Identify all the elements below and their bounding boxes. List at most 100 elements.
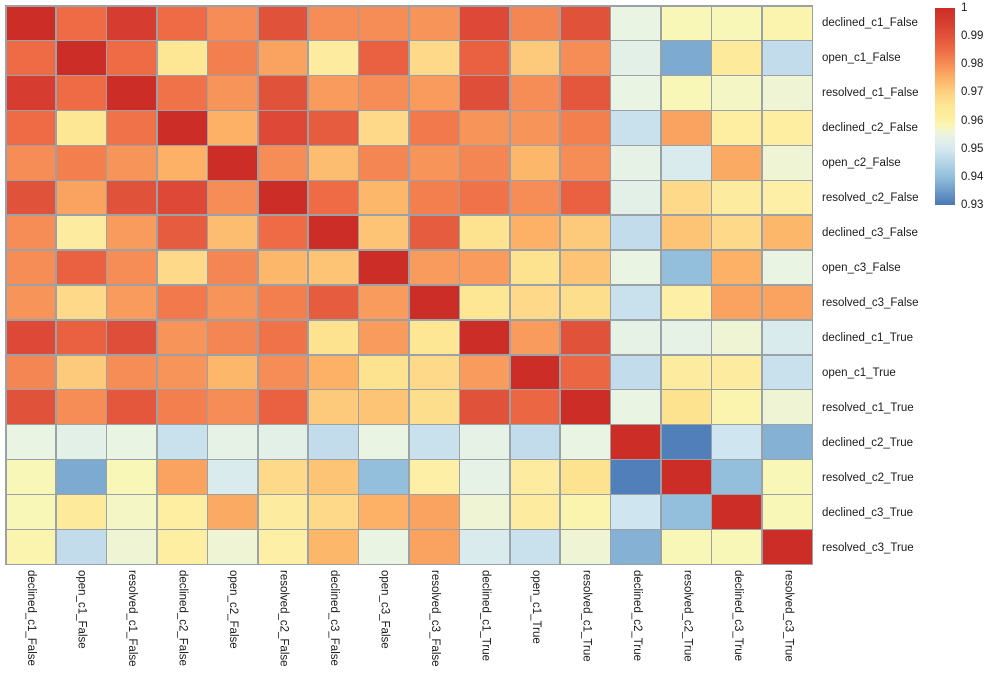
heatmap-cell [510,6,560,40]
row-label: resolved_c1_True [822,401,914,414]
row-label: open_c1_False [822,51,901,64]
heatmap-cell [460,495,510,529]
heatmap-cell [460,355,510,389]
heatmap-cell [460,215,510,250]
heatmap-cell [611,495,661,529]
heatmap-cell [56,76,106,110]
heatmap-cell [560,495,610,529]
column-label: resolved_c2_False [258,570,309,687]
heatmap-cell [157,6,207,40]
heatmap-cell [6,250,56,285]
heatmap-cell [611,460,661,494]
heatmap-cell [56,146,106,180]
colorbar-tick: 0.96 [961,114,984,127]
heatmap-cell [409,181,459,215]
heatmap-cell [611,41,661,75]
heatmap-cell [157,76,207,110]
heatmap-cell [460,460,510,494]
heatmap-cell [611,355,661,389]
heatmap-cell [560,6,610,40]
heatmap-cell [208,76,258,110]
heatmap-cell [560,215,610,250]
heatmap-cell [157,215,207,250]
heatmap-cell [560,460,610,494]
column-label-text: declined_c3_False [328,570,340,666]
row-label: declined_c3_False [822,226,918,239]
heatmap-cell [611,530,661,564]
heatmap-cell [107,285,157,320]
colorbar-tick-labels: 1 0.99 0.98 0.97 0.96 0.95 0.94 0.93 [961,0,984,220]
heatmap-cell [712,530,762,564]
column-label-text: resolved_c2_False [277,570,290,667]
heatmap-cell [409,250,459,285]
heatmap-cell [409,320,459,355]
row-label: open_c1_True [822,366,896,379]
heatmap-cell [762,215,812,250]
heatmap-cell [208,250,258,285]
column-label: declined_c1_False [5,570,56,687]
heatmap-cell [460,390,510,424]
heatmap-cell [712,390,762,424]
column-label-text: declined_c2_False [176,570,189,666]
row-label: resolved_c2_True [822,471,914,484]
heatmap-cell [308,146,358,180]
heatmap-cell [409,215,459,250]
heatmap-cell [611,76,661,110]
heatmap-cell [107,6,157,40]
heatmap-cell [56,495,106,529]
heatmap-cell [107,495,157,529]
heatmap-cell [258,425,308,459]
colorbar-tick: 0.99 [961,30,984,43]
heatmap-cell [359,215,409,250]
row-labels: declined_c1_False open_c1_False resolved_c… [822,5,952,565]
row-label: open_c3_False [822,261,901,274]
heatmap-cell [308,355,358,389]
heatmap-cell [6,320,56,355]
column-label-text: resolved_c1_False [126,570,138,667]
colorbar-tick: 0.97 [961,86,984,99]
heatmap-cell [611,425,661,459]
heatmap-cell [208,6,258,40]
heatmap-cell [157,390,207,424]
heatmap-cell [409,460,459,494]
heatmap-cell [560,181,610,215]
row-label: declined_c1_False [822,16,918,29]
heatmap-cell [107,41,157,75]
heatmap-cell [6,530,56,564]
heatmap-cell [107,460,157,494]
column-label-text: resolved_c3_False [429,570,441,667]
heatmap-cell [560,390,610,424]
row-label: declined_c3_True [822,506,913,519]
heatmap-cell [258,6,308,40]
heatmap-cell [611,6,661,40]
heatmap-cell [208,495,258,529]
heatmap-cell [460,285,510,320]
column-label-text: open_c2_False [227,570,239,649]
heatmap-cell [762,146,812,180]
heatmap-cell [56,111,106,145]
heatmap-cell [409,146,459,180]
column-label-text: declined_c2_True [631,570,643,661]
column-label-text: resolved_c2_True [681,570,694,662]
column-label: open_c2_False [207,570,258,687]
heatmap-cell [661,390,711,424]
heatmap-cell [560,530,610,564]
heatmap-cell [409,41,459,75]
heatmap-cell [661,181,711,215]
column-label: declined_c3_False [308,570,359,687]
heatmap-cell [157,146,207,180]
heatmap-cell [258,355,308,389]
heatmap-cell [56,320,106,355]
heatmap-cell [762,41,812,75]
heatmap-cell [661,495,711,529]
heatmap-cell [661,6,711,40]
heatmap-cell [510,250,560,285]
colorbar-tick: 0.98 [961,58,984,71]
heatmap-cell [258,41,308,75]
heatmap-cell [510,181,560,215]
heatmap-cell [6,390,56,424]
heatmap-cell [762,460,812,494]
heatmap-cell [611,146,661,180]
heatmap-cell [208,425,258,459]
heatmap-cell [107,250,157,285]
